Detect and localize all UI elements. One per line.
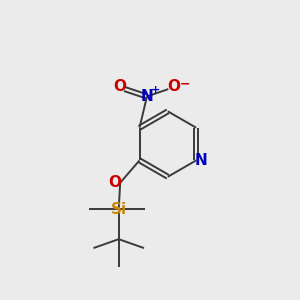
- Text: Si: Si: [111, 202, 127, 217]
- Text: N: N: [195, 153, 208, 168]
- Text: O: O: [113, 79, 126, 94]
- Text: O: O: [167, 79, 180, 94]
- Text: N: N: [141, 89, 153, 104]
- Text: −: −: [179, 77, 190, 90]
- Text: O: O: [108, 175, 121, 190]
- Text: +: +: [151, 85, 160, 95]
